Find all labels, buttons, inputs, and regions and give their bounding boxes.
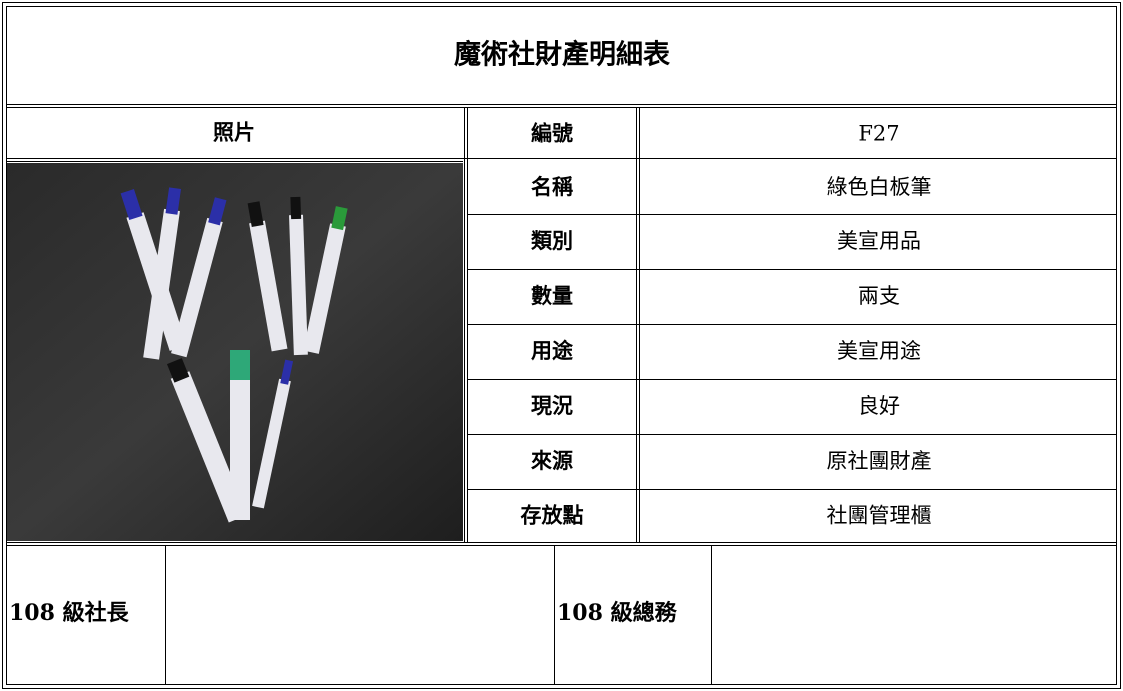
table-lines	[6, 104, 1117, 685]
field-value: 原社團財產	[827, 449, 932, 473]
field-label: 用途	[531, 338, 574, 363]
field-label: 來源	[531, 448, 573, 473]
field-label: 存放點	[521, 503, 584, 528]
field-label: 名稱	[531, 174, 573, 199]
photo-header: 照片	[213, 120, 255, 145]
field-label: 數量	[531, 283, 573, 308]
inner-border	[6, 6, 1117, 685]
field-value: 良好	[858, 394, 900, 418]
field-value: 美宣用途	[837, 339, 921, 363]
field-value: 美宣用品	[837, 229, 921, 253]
field-value: F27	[858, 122, 899, 146]
field-value: 綠色白板筆	[827, 175, 932, 199]
signature-label: 108 級總務	[557, 600, 678, 626]
signature-label: 108 級社長	[9, 600, 130, 626]
field-label: 現況	[531, 393, 573, 418]
field-value: 社團管理櫃	[827, 504, 932, 528]
photo	[7, 163, 463, 541]
field-value: 兩支	[858, 284, 900, 308]
field-label: 編號	[531, 121, 573, 146]
field-label: 類別	[530, 228, 573, 253]
title: 魔術社財產明細表	[454, 39, 670, 71]
